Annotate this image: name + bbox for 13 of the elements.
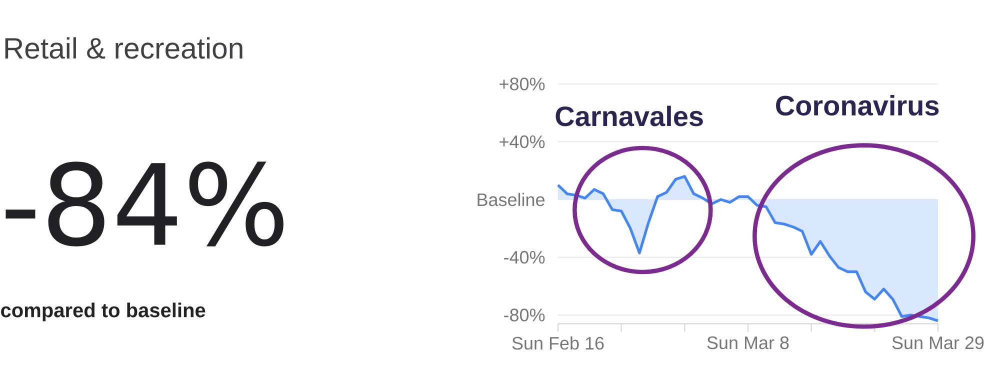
x-tick-label: Sun Mar 29 (892, 336, 984, 350)
y-tick-label: +80% (500, 78, 545, 90)
x-tick-label: Sun Feb 16 (512, 336, 604, 350)
y-tick-label: -80% (504, 308, 545, 322)
annotation: Coronavirus (776, 95, 939, 116)
text: Retail & recreation (5, 37, 242, 59)
y-tick-label: +40% (500, 135, 545, 148)
annotation: Carnavales (556, 106, 703, 126)
y-tick-label: Baseline (478, 192, 544, 206)
x-tick-label: Sun Mar 8 (707, 336, 789, 350)
text: compared to baseline (1, 302, 206, 322)
text: -84% (6, 162, 284, 246)
y-tick-label: -40% (504, 250, 545, 264)
